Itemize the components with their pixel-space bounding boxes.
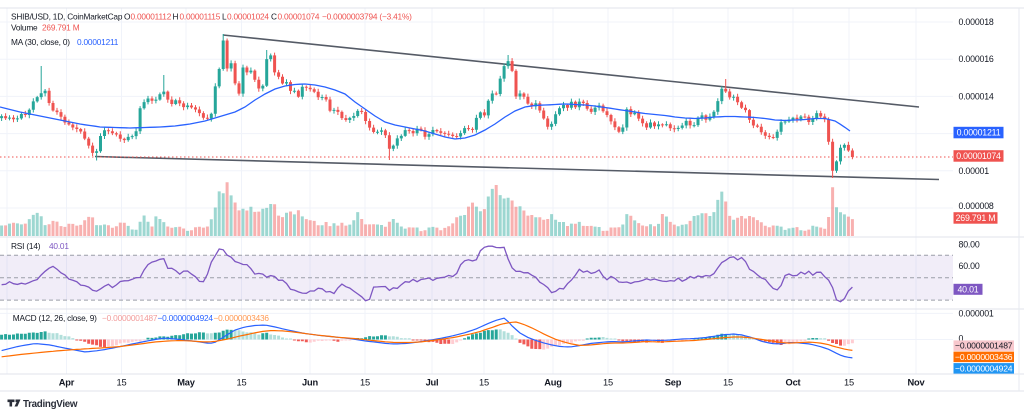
svg-text:0.00001112: 0.00001112 [131,11,172,21]
svg-text:May: May [177,378,196,388]
svg-text:15: 15 [603,378,613,388]
svg-text:−0.0000004924: −0.0000004924 [158,313,214,323]
svg-text:−0.0000001487: −0.0000001487 [955,341,1013,351]
svg-text:Sep: Sep [665,378,682,388]
svg-text:15: 15 [844,378,854,388]
svg-text:0.000008: 0.000008 [959,201,994,211]
svg-text:Oct: Oct [786,378,801,388]
svg-text:0.00001211: 0.00001211 [77,37,119,47]
svg-text:−0.0000003794 (−3.41%): −0.0000003794 (−3.41%) [322,11,412,21]
svg-text:TradingView: TradingView [23,399,78,410]
svg-text:C: C [271,11,277,21]
svg-text:L: L [222,11,227,21]
svg-text:Jul: Jul [426,378,439,388]
svg-text:H: H [173,11,179,21]
svg-text:60.00: 60.00 [959,261,980,271]
svg-text:0.00001024: 0.00001024 [227,11,269,21]
svg-text:15: 15 [479,378,489,388]
svg-text:80.00: 80.00 [959,240,980,250]
svg-text:SHIB/USD, 1D, CoinMarketCap: SHIB/USD, 1D, CoinMarketCap [11,11,123,21]
svg-text:Volume: Volume [11,22,38,32]
svg-text:15: 15 [723,378,733,388]
svg-text:−0.0000003436: −0.0000003436 [955,352,1013,362]
svg-text:0.00001211: 0.00001211 [957,128,1001,138]
svg-text:0.00001074: 0.00001074 [278,11,320,21]
svg-text:RSI (14): RSI (14) [11,241,41,251]
svg-text:O: O [124,11,131,21]
svg-text:269.791 M: 269.791 M [42,22,80,32]
svg-text:0.000018: 0.000018 [959,17,994,27]
svg-text:0.00001: 0.00001 [959,166,990,176]
svg-text:0: 0 [959,334,964,344]
svg-text:40.01: 40.01 [957,284,978,294]
svg-text:15: 15 [237,378,247,388]
svg-text:0.000001: 0.000001 [959,308,994,318]
svg-text:0.00001115: 0.00001115 [180,11,221,21]
svg-text:0.000014: 0.000014 [959,91,994,101]
svg-text:−0.0000001487: −0.0000001487 [102,313,158,323]
svg-text:Jun: Jun [302,378,318,388]
svg-text:269.791 M: 269.791 M [956,213,996,223]
svg-text:0.00001074: 0.00001074 [956,151,1001,161]
svg-text:−0.0000003436: −0.0000003436 [214,313,270,323]
svg-text:−0.0000004924: −0.0000004924 [955,363,1013,373]
svg-text:0.000016: 0.000016 [959,54,994,64]
svg-text:Apr: Apr [59,378,75,388]
svg-text:40.01: 40.01 [49,241,69,251]
svg-text:15: 15 [360,378,370,388]
svg-text:MACD (12, 26, close, 9): MACD (12, 26, close, 9) [13,313,97,323]
svg-text:Aug: Aug [544,378,562,388]
svg-text:15: 15 [117,378,127,388]
svg-text:Nov: Nov [908,378,926,388]
svg-text:MA (30, close, 0): MA (30, close, 0) [11,37,70,47]
